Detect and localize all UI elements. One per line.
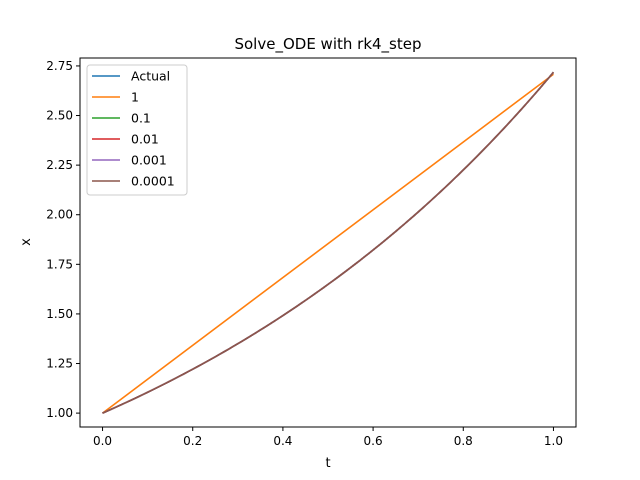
series-line-1 (102, 73, 554, 414)
legend-label: 0.1 (131, 111, 151, 126)
plot-frame (79, 57, 577, 428)
x-tick-label: 0.0 (93, 434, 112, 448)
x-axis-label: t (325, 456, 330, 471)
legend-label: 1 (131, 90, 139, 105)
x-tick-label: 0.2 (183, 434, 202, 448)
y-tick-label: 2.00 (46, 208, 73, 222)
x-tick-label: 0.8 (454, 434, 473, 448)
legend-label: 0.001 (131, 153, 167, 168)
series-line-5 (102, 71, 555, 414)
y-tick-label: 1.00 (46, 406, 73, 420)
legend-label: 0.01 (131, 132, 159, 147)
y-tick-label: 1.75 (46, 257, 73, 271)
y-tick-label: 2.75 (46, 59, 73, 73)
y-tick-label: 2.50 (46, 109, 73, 123)
y-tick-label: 2.25 (46, 158, 73, 172)
x-axis: 0.0 0.2 0.4 0.6 0.8 1.0 (93, 427, 563, 448)
y-tick-label: 1.25 (46, 357, 73, 371)
legend: Actual 1 0.1 0.01 0.001 0.0001 (86, 64, 188, 196)
y-axis: 1.00 1.25 1.50 1.75 2.00 2.25 2.50 2.75 (46, 59, 80, 420)
y-axis-label: x (19, 238, 34, 246)
chart-title: Solve_ODE with rk4_step (234, 35, 421, 54)
series-layer (102, 71, 555, 414)
x-tick-label: 0.4 (273, 434, 292, 448)
x-tick-label: 1.0 (544, 434, 563, 448)
y-tick-label: 1.50 (46, 307, 73, 321)
legend-label: Actual (131, 69, 170, 84)
legend-label: 0.0001 (131, 174, 175, 189)
x-tick-label: 0.6 (364, 434, 383, 448)
